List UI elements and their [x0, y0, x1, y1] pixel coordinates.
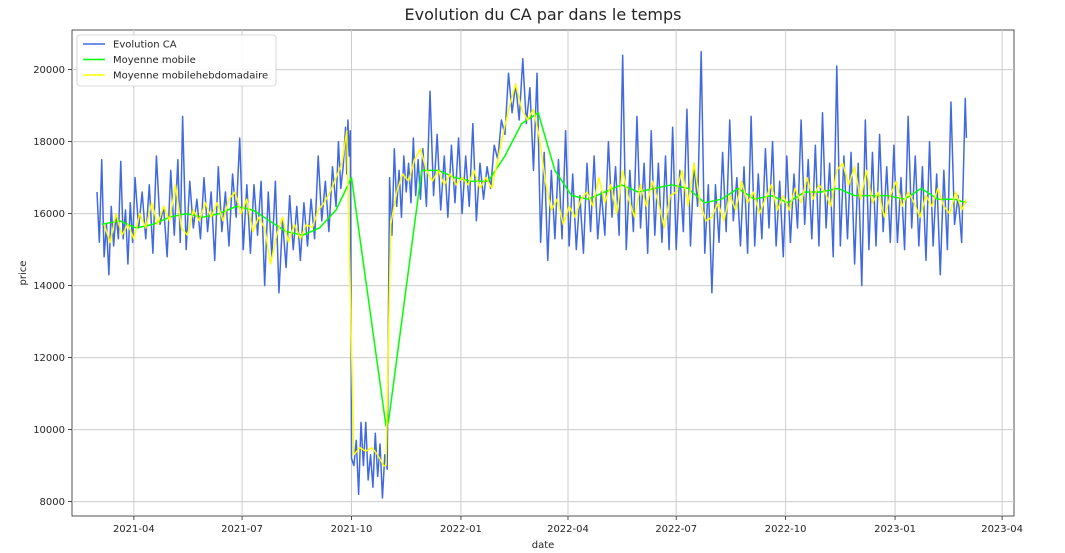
plot-background	[71, 29, 1015, 517]
x-tick-label: 2022-07	[655, 524, 697, 535]
axes: 2021-04 2021-07 2021-10 2022-01 2022-04 2022-…	[33, 65, 1023, 535]
y-tick-label: 18000	[33, 137, 65, 148]
y-tick-label: 10000	[33, 425, 65, 436]
x-tick-label: 2021-04	[113, 524, 155, 535]
y-axis-label: price	[18, 261, 29, 286]
x-axis-label: date	[532, 540, 555, 551]
y-tick-label: 12000	[33, 353, 65, 364]
legend-label: Evolution CA	[113, 40, 177, 51]
chart-title: Evolution du CA par dans le temps	[405, 5, 682, 24]
y-tick-label: 20000	[33, 65, 65, 76]
x-tick-label: 2023-04	[981, 524, 1023, 535]
x-tick-label: 2021-07	[221, 524, 263, 535]
y-tick-label: 8000	[40, 497, 65, 508]
legend-label: Moyenne mobile	[113, 55, 196, 66]
legend: Evolution CA Moyenne mobile Moyenne mobile…	[76, 34, 277, 87]
y-tick-label: 14000	[33, 281, 65, 292]
x-tick-label: 2022-01	[440, 524, 482, 535]
series-line-0	[96, 50, 968, 499]
x-tick-label: 2023-01	[874, 524, 916, 535]
x-tick-label: 2021-10	[331, 524, 373, 535]
series-line-1	[101, 112, 967, 427]
legend-label: Moyenne mobilehebdomadaire	[113, 71, 268, 82]
series-line-2	[103, 83, 968, 467]
y-tick-label: 16000	[33, 209, 65, 220]
legend-box	[76, 34, 277, 87]
x-tick-label: 2022-04	[547, 524, 589, 535]
series-layer	[96, 50, 968, 499]
x-tick-label: 2022-10	[765, 524, 807, 535]
